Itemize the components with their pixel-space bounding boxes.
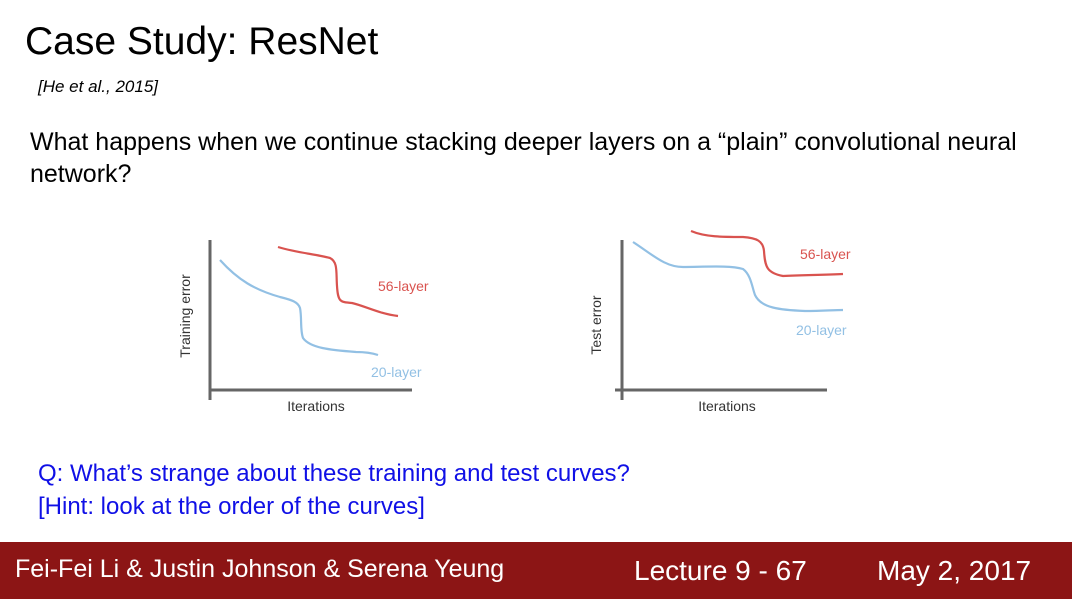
test-x-label: Iterations xyxy=(698,398,756,414)
training-curve-56-layer xyxy=(277,245,399,318)
footer-lecture: Lecture 9 - 67 xyxy=(634,555,807,586)
footer-authors: Fei-Fei Li & Justin Johnson & Serena Yeu… xyxy=(15,555,505,583)
slide-title: Case Study: ResNet xyxy=(25,20,379,63)
followup-question: Q: What’s strange about these training a… xyxy=(38,457,630,523)
footer-date: May 2, 2017 xyxy=(877,555,1032,586)
test-curve-20-layer xyxy=(632,241,844,313)
citation: [He et al., 2015] xyxy=(38,77,159,96)
test-y-label: Test error xyxy=(588,295,604,354)
training-label-56-layer: 56-layer xyxy=(378,278,429,294)
training-curve-20-layer xyxy=(219,259,379,357)
test-curve-56-layer xyxy=(690,229,844,278)
test-label-20-layer: 20-layer xyxy=(796,322,847,338)
training-label-20-layer: 20-layer xyxy=(371,364,422,380)
test-error-chart: 56-layer 20-layer Iterations Test error xyxy=(588,229,851,414)
hint-line: [Hint: look at the order of the curves] xyxy=(38,493,425,520)
footer-bar: Fei-Fei Li & Justin Johnson & Serena Yeu… xyxy=(0,542,1072,599)
training-x-label: Iterations xyxy=(287,398,345,414)
training-error-chart: 56-layer 20-layer Iterations Training er… xyxy=(177,240,429,414)
training-y-label: Training error xyxy=(177,274,193,358)
followup-question-line: Q: What’s strange about these training a… xyxy=(38,460,630,487)
question-text: What happens when we continue stacking d… xyxy=(30,128,1017,188)
test-label-56-layer: 56-layer xyxy=(800,246,851,262)
